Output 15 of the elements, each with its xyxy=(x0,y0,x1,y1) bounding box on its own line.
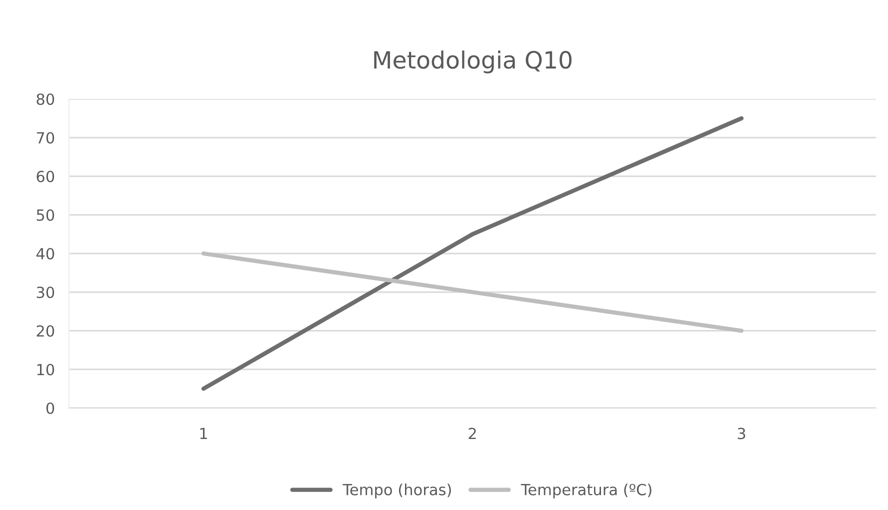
chart-title: Metodologia Q10 xyxy=(374,50,572,74)
y-tick-label: 20 xyxy=(36,325,54,337)
y-tick-label: 50 xyxy=(36,209,54,221)
y-tick-label: 80 xyxy=(36,93,54,106)
legend-label: Temperatura (ºC) xyxy=(520,484,652,498)
y-tick-label: 0 xyxy=(46,402,54,414)
x-tick-label: 1 xyxy=(200,428,207,440)
y-tick-label: 60 xyxy=(36,170,54,182)
y-tick-label: 40 xyxy=(36,248,54,260)
y-tick-label: 70 xyxy=(36,132,54,144)
y-tick-label: 10 xyxy=(37,364,54,376)
legend-label: Tempo (horas) xyxy=(342,484,451,498)
x-tick-label: 2 xyxy=(468,428,476,440)
y-tick-label: 30 xyxy=(36,286,54,298)
x-tick-label: 3 xyxy=(738,428,746,440)
